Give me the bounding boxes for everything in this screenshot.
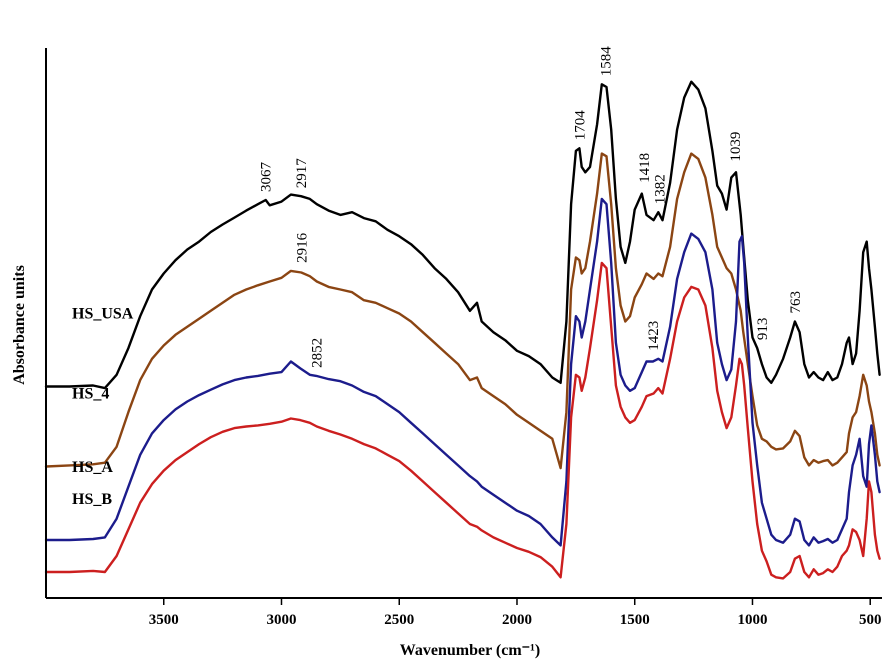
series-label: HS_4: [72, 385, 109, 402]
x-tick-label: 2000: [502, 612, 532, 628]
x-tick-label: 3000: [266, 612, 296, 628]
x-tick-label: 1500: [620, 612, 650, 628]
peak-label: 1704: [572, 110, 588, 141]
peak-label: 3067: [259, 162, 275, 193]
axes: 3500 3000 2500 2000 1500 1000 500: [45, 48, 882, 628]
peak-label: 1423: [646, 321, 662, 351]
series-label: HS_A: [72, 459, 113, 476]
series-line-hs-b: [44, 261, 881, 580]
y-axis-title: Absorbance units: [11, 265, 28, 385]
peak-label: 913: [755, 318, 771, 341]
x-ticks: 3500 3000 2500 2000 1500 1000 500: [149, 598, 882, 628]
x-tick-label: 2500: [384, 612, 414, 628]
series-line-hs-4: [44, 152, 881, 470]
peak-label: 1039: [728, 132, 744, 162]
peak-label: 2916: [294, 232, 310, 263]
peak-label: 2852: [309, 338, 325, 368]
series-layer: [44, 80, 881, 580]
x-tick-label: 3500: [149, 612, 179, 628]
x-axis-title: Wavenumber (cm⁻¹): [400, 642, 540, 659]
x-tick-label: 500: [859, 612, 882, 628]
peak-label: 763: [788, 291, 804, 314]
peak-label: 1418: [637, 153, 653, 183]
series-label: HS_USA: [72, 306, 134, 323]
series-line-hs-a: [44, 197, 881, 547]
peak-label: 1584: [598, 46, 614, 77]
peak-label: 1382: [653, 174, 669, 204]
peak-label: 2917: [294, 158, 310, 189]
x-tick-label: 1000: [737, 612, 767, 628]
series-line-hs-usa: [44, 80, 881, 390]
series-label-layer: HS_USA HS_4 HS_A HS_B: [72, 306, 134, 508]
series-label: HS_B: [72, 491, 112, 508]
